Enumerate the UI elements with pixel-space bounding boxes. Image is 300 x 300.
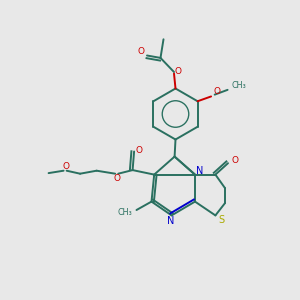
Text: N: N [196,166,204,176]
Text: S: S [218,215,224,225]
Text: O: O [214,87,220,96]
Text: CH₃: CH₃ [118,208,133,217]
Text: CH₃: CH₃ [231,80,246,89]
Text: O: O [137,47,145,56]
Text: O: O [136,146,143,155]
Text: O: O [174,67,181,76]
Text: O: O [62,162,69,171]
Text: O: O [114,174,121,183]
Text: N: N [167,216,175,226]
Text: O: O [231,156,238,165]
